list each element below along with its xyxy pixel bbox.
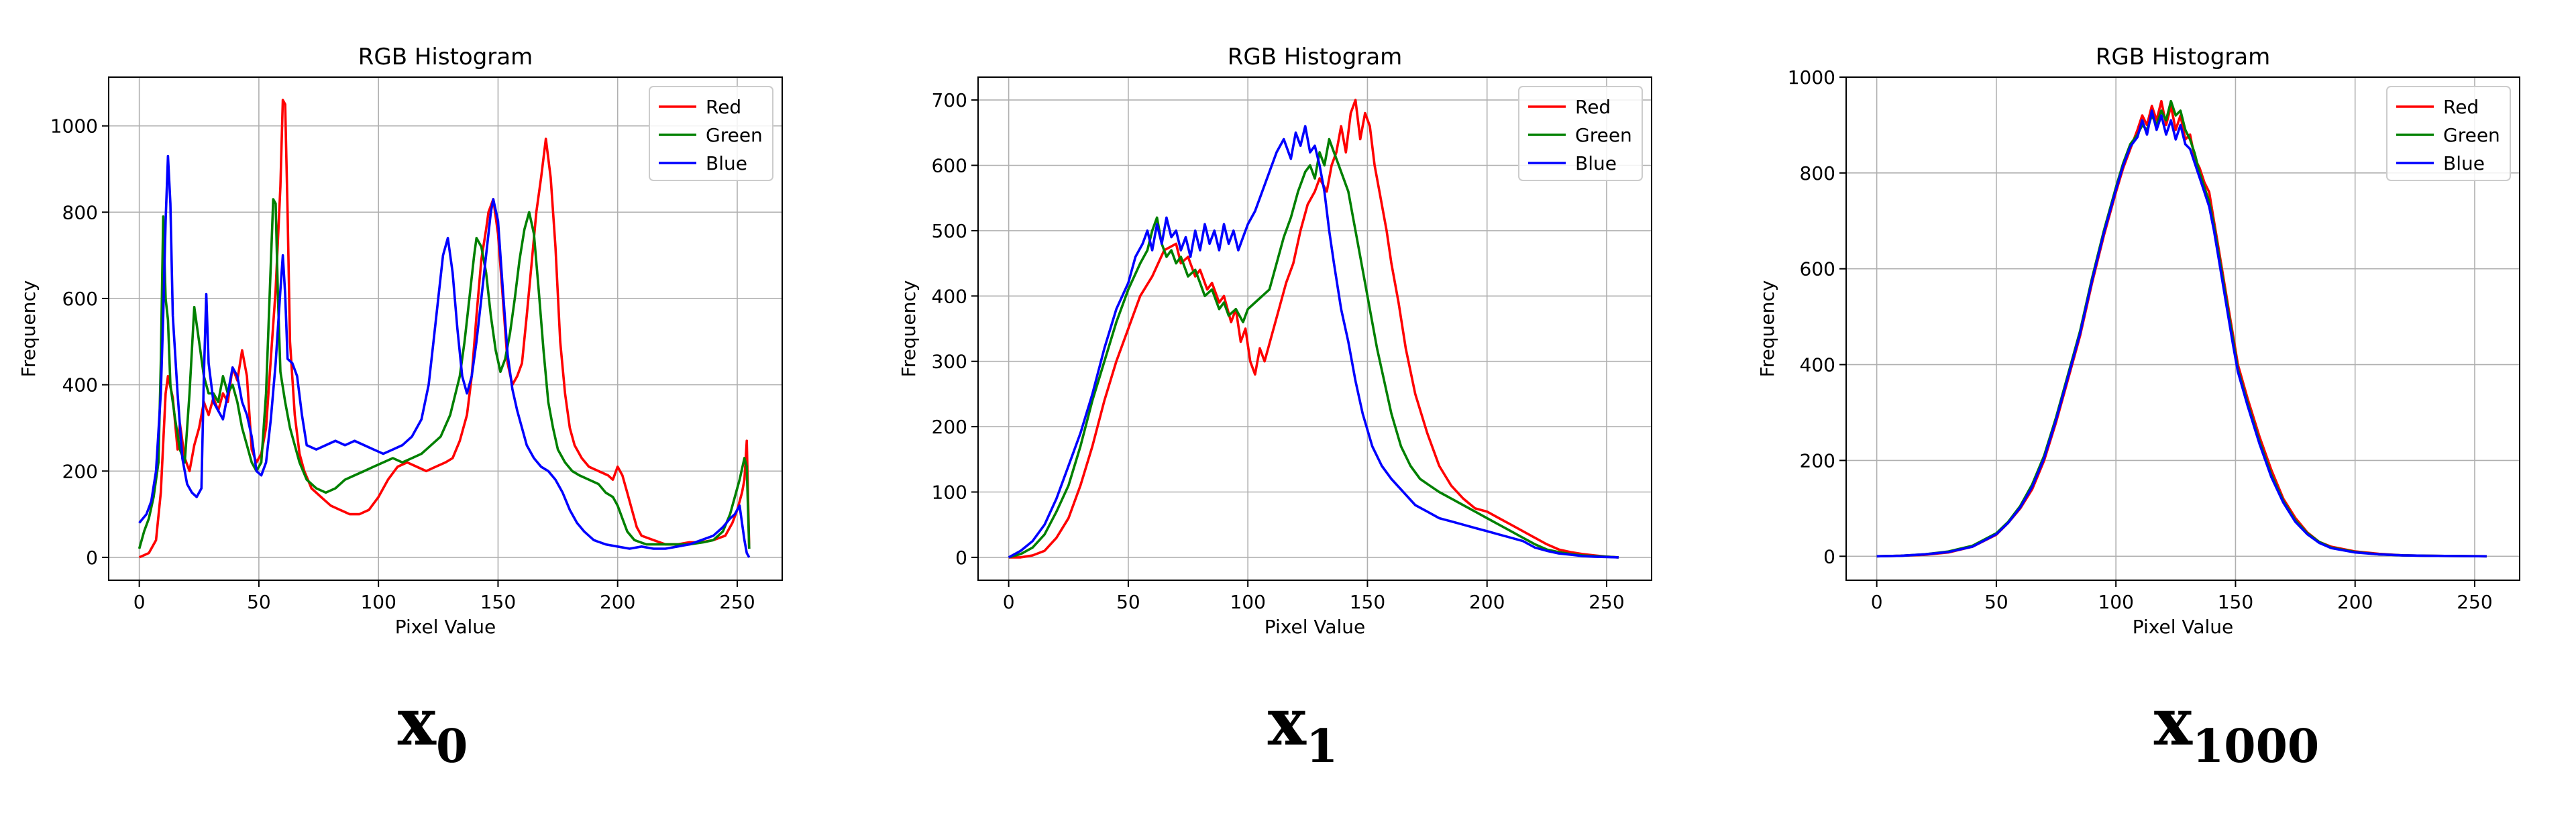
- panel-0-legend: Red Green Blue: [649, 86, 773, 181]
- panel-2-ytick-label: 0: [1823, 545, 1835, 567]
- panel-0-legend-label-blue: Blue: [706, 152, 747, 174]
- panel-2-ytick-label: 200: [1800, 449, 1835, 472]
- panel-0-series-red-line: [138, 99, 751, 559]
- panel-2-ytick-label: 400: [1800, 354, 1835, 376]
- panel-0-legend-label-green: Green: [706, 124, 763, 146]
- panel-1-xtick-label: 250: [1589, 591, 1624, 613]
- panel-1-ytick-label: 500: [932, 220, 967, 242]
- panel-2-legend-label-green: Green: [2443, 124, 2500, 146]
- panel-2-legend: Red Green Blue: [2386, 86, 2511, 181]
- panel-1-xtick-label: 200: [1469, 591, 1505, 613]
- panel-0-title: RGB Histogram: [358, 44, 533, 70]
- panel-1-ytick-label: 200: [932, 416, 967, 438]
- panel-1-grid: [978, 77, 1652, 580]
- panel-2-legend-label-blue: Blue: [2443, 152, 2485, 174]
- panel-0-ytick-label: 400: [62, 374, 98, 396]
- panel-1-series: [1008, 99, 1619, 559]
- panel-2-legend-box: [2386, 86, 2511, 181]
- panel-2-grid: [1846, 76, 2520, 580]
- panel-0-plot-frame: [108, 76, 783, 581]
- panel-0: 0 50 100 150 200 250 0 200 400 600 800 1000 RGB His…: [17, 44, 783, 638]
- panel-1-ylabel: Frequency: [898, 280, 920, 378]
- panel-0-xtick-label: 50: [247, 591, 271, 613]
- panel-0-series: [138, 99, 751, 559]
- panel-1-legend-label-blue: Blue: [1575, 152, 1617, 174]
- caption-x1000: x1000: [2154, 684, 2320, 773]
- panel-2-xtick-label: 250: [2457, 591, 2492, 613]
- panel-1-ytick-label: 0: [955, 547, 967, 569]
- panel-0-ytick-label: 600: [62, 288, 98, 310]
- caption-x0-base: x: [398, 684, 437, 760]
- caption-x0-sub: 0: [436, 720, 468, 773]
- panel-1-ytick-label: 300: [932, 351, 967, 373]
- caption-x1000-base: x: [2154, 684, 2193, 760]
- panel-0-xtick-label: 150: [480, 591, 516, 613]
- panel-1-ytick-label: 100: [932, 482, 967, 504]
- panel-1-plot-frame: [977, 76, 1652, 581]
- panel-1: 0 50 100 150 200 250 0 100 200 300 400 500 600 700 RG…: [898, 44, 1652, 638]
- panel-1-legend-label-green: Green: [1575, 124, 1632, 146]
- panel-2-legend-label-red: Red: [2443, 96, 2479, 118]
- panel-2-ytick-label: 1000: [1788, 66, 1835, 89]
- panel-0-ytick-label: 800: [62, 201, 98, 223]
- panel-1-series-green-line: [1008, 138, 1619, 559]
- panel-0-ytick-label: 200: [62, 460, 98, 482]
- panel-0-xtick-label: 200: [600, 591, 635, 613]
- panel-1-legend: Red Green Blue: [1518, 86, 1643, 181]
- panel-1-xtick-label: 150: [1350, 591, 1385, 613]
- panel-0-ylabel: Frequency: [17, 280, 40, 378]
- panel-2-series: [1876, 99, 2487, 558]
- caption-x1: x1: [1268, 684, 1338, 773]
- panel-2-ylabel: Frequency: [1756, 280, 1778, 378]
- panel-1-xlabel: Pixel Value: [1265, 616, 1366, 638]
- panel-0-xtick-label: 100: [360, 591, 396, 613]
- panel-2-xtick-label: 0: [1871, 591, 1883, 613]
- panel-1-xtick-label: 50: [1116, 591, 1140, 613]
- panel-2-xtick-label: 100: [2098, 591, 2133, 613]
- panel-1-series-blue-line: [1008, 125, 1619, 559]
- panel-1-ticks: 0 50 100 150 200 250 0 100 200 300 400 500 600 700: [932, 89, 1625, 613]
- panel-0-legend-box: [649, 86, 773, 181]
- panel-2-ytick-label: 800: [1800, 162, 1835, 184]
- panel-0-series-green-line: [138, 198, 751, 549]
- caption-x1000-sub: 1000: [2192, 720, 2319, 773]
- panel-2-xtick-label: 50: [1984, 591, 2008, 613]
- panel-1-ytick-label: 700: [932, 89, 967, 111]
- panel-2-title: RGB Histogram: [2096, 44, 2270, 70]
- panel-0-xtick-label: 0: [133, 591, 146, 613]
- panel-1-xtick-label: 0: [1003, 591, 1015, 613]
- panel-0-series-blue-line: [138, 154, 751, 558]
- panel-1-ytick-label: 600: [932, 154, 967, 176]
- panel-0-ytick-label: 1000: [50, 115, 98, 138]
- caption-x1-sub: 1: [1306, 720, 1338, 773]
- caption-x1-base: x: [1268, 684, 1307, 760]
- panel-0-ticks: 0 50 100 150 200 250 0 200 400 600 800 1000: [50, 115, 755, 613]
- panel-2-plot-frame: [1845, 76, 2520, 581]
- panel-1-xtick-label: 100: [1230, 591, 1265, 613]
- panel-0-legend-label-red: Red: [706, 96, 741, 118]
- panel-2-xlabel: Pixel Value: [2133, 616, 2234, 638]
- panel-1-legend-label-red: Red: [1575, 96, 1611, 118]
- panel-0-ytick-label: 0: [86, 547, 98, 569]
- panel-0-xlabel: Pixel Value: [395, 616, 496, 638]
- caption-x0: x0: [398, 684, 468, 773]
- panel-2-xtick-label: 200: [2337, 591, 2373, 613]
- panel-1-title: RGB Histogram: [1228, 44, 1402, 70]
- panel-2-xtick-label: 150: [2218, 591, 2253, 613]
- panel-1-series-red-line: [1008, 99, 1619, 559]
- panel-1-ytick-label: 400: [932, 285, 967, 307]
- panel-2-ticks: 0 50 100 150 200 250 0 200 400 600 800 1000: [1788, 66, 2493, 613]
- panel-2-series-blue-line: [1876, 109, 2487, 558]
- panel-2-ytick-label: 600: [1800, 258, 1835, 280]
- panel-1-legend-box: [1518, 86, 1643, 181]
- panel-2: 0 50 100 150 200 250 0 200 400 600 800 1000 RGB His…: [1756, 44, 2520, 638]
- panel-0-xtick-label: 250: [719, 591, 755, 613]
